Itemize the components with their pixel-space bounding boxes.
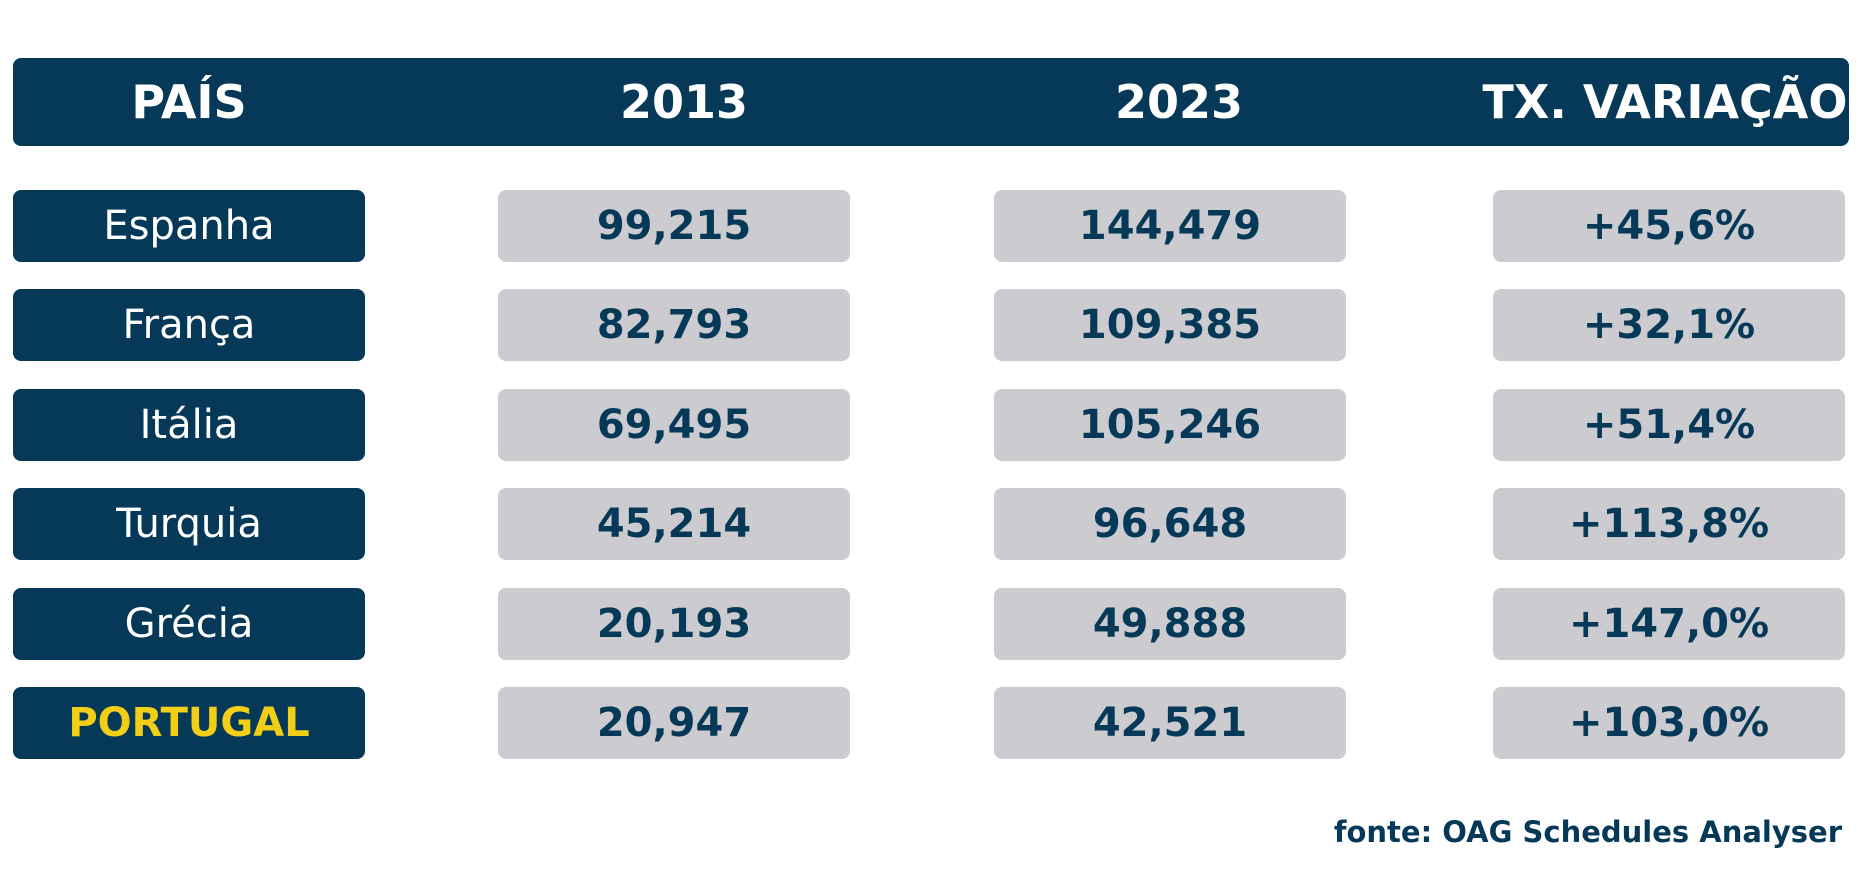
value-2013-cell: 99,215 (498, 190, 850, 262)
country-cell: PORTUGAL (13, 687, 365, 759)
value-2023-cell: 42,521 (994, 687, 1346, 759)
variation-cell: +113,8% (1493, 488, 1845, 560)
value-2013-cell: 82,793 (498, 289, 850, 361)
table-header: PAÍS 2013 2023 TX. VARIAÇÃO (13, 58, 1849, 146)
country-cell: Turquia (13, 488, 365, 560)
header-country: PAÍS (131, 75, 247, 129)
country-cell: Espanha (13, 190, 365, 262)
header-2023: 2023 (1114, 75, 1244, 129)
value-2023-cell: 109,385 (994, 289, 1346, 361)
header-2013: 2013 (619, 75, 749, 129)
country-cell: Itália (13, 389, 365, 461)
value-2013-cell: 45,214 (498, 488, 850, 560)
variation-cell: +32,1% (1493, 289, 1845, 361)
value-2013-cell: 20,947 (498, 687, 850, 759)
variation-cell: +147,0% (1493, 588, 1845, 660)
value-2023-cell: 49,888 (994, 588, 1346, 660)
variation-cell: +45,6% (1493, 190, 1845, 262)
country-cell: França (13, 289, 365, 361)
value-2023-cell: 144,479 (994, 190, 1346, 262)
variation-cell: +103,0% (1493, 687, 1845, 759)
source-note: fonte: OAG Schedules Analyser (1333, 815, 1842, 849)
value-2023-cell: 96,648 (994, 488, 1346, 560)
value-2023-cell: 105,246 (994, 389, 1346, 461)
header-variation: TX. VARIAÇÃO (1482, 75, 1848, 129)
value-2013-cell: 69,495 (498, 389, 850, 461)
variation-cell: +51,4% (1493, 389, 1845, 461)
country-cell: Grécia (13, 588, 365, 660)
value-2013-cell: 20,193 (498, 588, 850, 660)
